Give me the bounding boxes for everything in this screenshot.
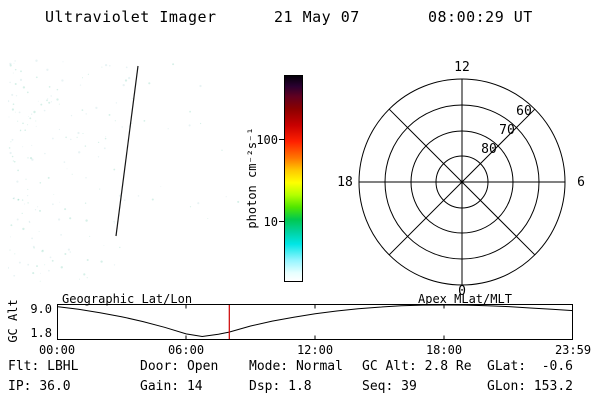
mlt-label-0: 0 — [458, 284, 466, 299]
mlt-label-6: 6 — [577, 175, 585, 190]
stripchart-ylabel: GC Alt — [6, 299, 20, 343]
status-gc-alt-value: 2.8 Re — [424, 359, 472, 374]
ytick-1-8: 1.8 — [30, 326, 52, 340]
status-gain-label: Gain: — [140, 379, 180, 394]
status-door: Door: Open — [140, 359, 218, 374]
xtick-1200: 12:00 — [296, 343, 334, 357]
mlt-label-18: 18 — [337, 175, 353, 190]
gc-alt-chart — [57, 304, 573, 340]
status-gc-alt-label: GC Alt: — [362, 359, 417, 374]
status-gc-alt: GC Alt: 2.8 Re — [362, 359, 472, 374]
xtick-1800: 18:00 — [425, 343, 463, 357]
status-glon: GLon: 153.2 — [487, 379, 573, 394]
chart-frame — [57, 304, 573, 340]
colorbar-tick-100: 100 — [256, 133, 278, 147]
speckle-layer — [8, 59, 240, 282]
status-glon-value: 153.2 — [533, 379, 573, 394]
header-date: 21 May 07 — [274, 8, 360, 26]
ytick-9: 9.0 — [30, 302, 52, 316]
status-flt: Flt: LBHL — [8, 359, 78, 374]
colorbar-tick-10: 10 — [263, 215, 278, 229]
status-seq-label: Seq: — [362, 379, 394, 394]
polar-grid: 12 0 18 6 60 70 80 — [337, 60, 585, 299]
status-glat-label: GLat: — [487, 359, 527, 374]
colorbar — [284, 75, 303, 282]
status-glat-value: -0.6 — [541, 359, 573, 374]
status-seq: Seq: 39 — [362, 379, 417, 394]
lat-label-70: 70 — [499, 123, 515, 138]
colorbar-tickmark-bottom — [279, 221, 284, 222]
uv-image — [8, 59, 240, 282]
stripchart-left-title: Geographic Lat/Lon — [62, 292, 193, 306]
status-ip-value: 36.0 — [39, 379, 71, 394]
page-title: Ultraviolet Imager — [45, 8, 217, 26]
lat-label-80: 80 — [481, 142, 497, 157]
status-gain: Gain: 14 — [140, 379, 203, 394]
stripchart-right-title: Apex MLat/MLT — [418, 292, 512, 306]
lat-label-60: 60 — [516, 104, 532, 119]
axis-ticks — [185, 304, 445, 340]
mlt-label-12: 12 — [454, 60, 470, 75]
status-mode: Mode: Normal — [249, 359, 343, 374]
status-dsp-label: Dsp: — [249, 379, 281, 394]
xtick-0000: 00:00 — [38, 343, 76, 357]
status-dsp: Dsp: 1.8 — [249, 379, 312, 394]
spoke-diagonal-2 — [388, 108, 536, 256]
header-time: 08:00:29 UT — [428, 8, 533, 26]
xtick-2359: 23:59 — [554, 343, 592, 357]
status-gain-value: 14 — [186, 379, 203, 394]
status-mode-label: Mode: — [249, 359, 289, 374]
status-door-value: Open — [186, 359, 219, 374]
image-streak — [115, 65, 139, 237]
status-ip-label: IP: — [8, 379, 32, 394]
status-mode-value: Normal — [295, 359, 343, 374]
status-dsp-value: 1.8 — [288, 379, 312, 394]
status-ip: IP: 36.0 — [8, 379, 71, 394]
colorbar-tickmark-top — [279, 139, 284, 140]
gc-alt-curve — [57, 304, 573, 338]
status-flt-value: LBHL — [47, 359, 79, 374]
status-flt-label: Flt: — [8, 359, 40, 374]
xtick-0600: 06:00 — [167, 343, 205, 357]
status-glat: GLat: -0.6 — [487, 359, 573, 374]
status-seq-value: 39 — [401, 379, 417, 394]
status-glon-label: GLon: — [487, 379, 527, 394]
status-door-label: Door: — [140, 359, 180, 374]
